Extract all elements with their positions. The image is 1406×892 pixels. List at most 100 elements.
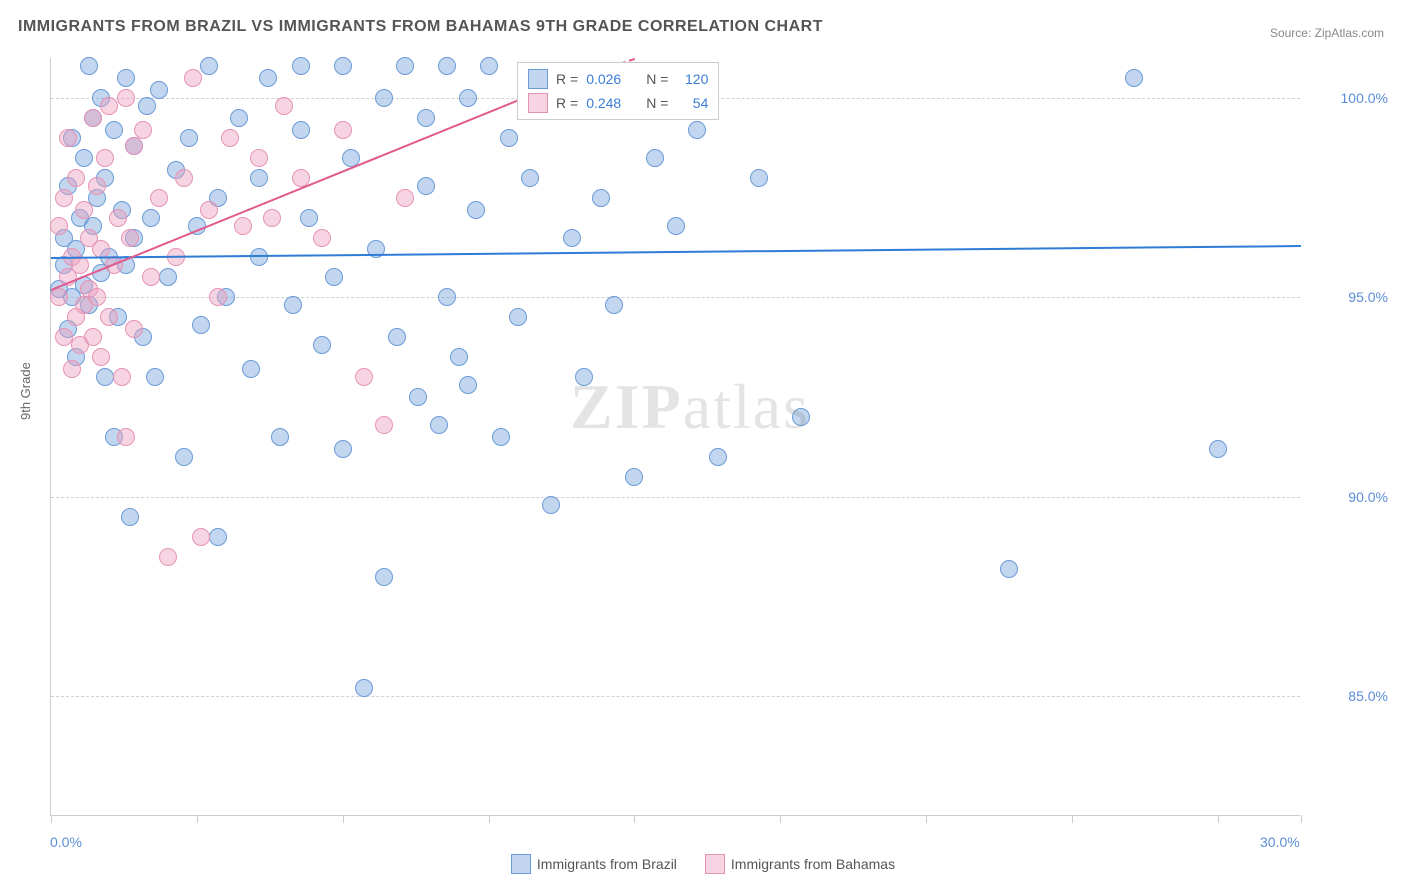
scatter-point-brazil <box>542 496 560 514</box>
scatter-point-bahamas <box>117 89 135 107</box>
scatter-point-brazil <box>146 368 164 386</box>
scatter-point-bahamas <box>192 528 210 546</box>
x-tick <box>634 815 635 823</box>
scatter-point-bahamas <box>134 121 152 139</box>
scatter-point-brazil <box>417 177 435 195</box>
scatter-point-brazil <box>334 57 352 75</box>
scatter-point-bahamas <box>334 121 352 139</box>
scatter-point-brazil <box>292 121 310 139</box>
scatter-point-brazil <box>388 328 406 346</box>
scatter-point-bahamas <box>275 97 293 115</box>
x-tick <box>51 815 52 823</box>
scatter-point-brazil <box>667 217 685 235</box>
scatter-point-brazil <box>200 57 218 75</box>
scatter-point-brazil <box>250 248 268 266</box>
scatter-point-bahamas <box>67 169 85 187</box>
scatter-point-bahamas <box>125 137 143 155</box>
scatter-point-brazil <box>300 209 318 227</box>
scatter-point-bahamas <box>221 129 239 147</box>
scatter-point-bahamas <box>175 169 193 187</box>
scatter-point-brazil <box>159 268 177 286</box>
scatter-point-brazil <box>417 109 435 127</box>
scatter-point-brazil <box>688 121 706 139</box>
y-tick-label: 90.0% <box>1348 489 1388 505</box>
gridline-h <box>51 297 1300 298</box>
gridline-h <box>51 497 1300 498</box>
scatter-point-brazil <box>259 69 277 87</box>
scatter-point-brazil <box>105 121 123 139</box>
scatter-point-bahamas <box>200 201 218 219</box>
scatter-point-brazil <box>492 428 510 446</box>
scatter-point-brazil <box>117 69 135 87</box>
scatter-point-bahamas <box>355 368 373 386</box>
scatter-point-bahamas <box>50 217 68 235</box>
scatter-point-brazil <box>325 268 343 286</box>
scatter-point-brazil <box>175 448 193 466</box>
scatter-point-bahamas <box>150 189 168 207</box>
plot-area: R =0.026N =120R =0.248N =54 <box>50 58 1300 816</box>
legend-r-label: R = <box>556 71 578 87</box>
trendline-brazil <box>51 246 1301 260</box>
scatter-point-bahamas <box>125 320 143 338</box>
scatter-point-brazil <box>1125 69 1143 87</box>
scatter-point-brazil <box>438 57 456 75</box>
scatter-point-bahamas <box>55 328 73 346</box>
scatter-point-bahamas <box>113 368 131 386</box>
scatter-point-bahamas <box>396 189 414 207</box>
y-tick-label: 85.0% <box>1348 688 1388 704</box>
scatter-point-bahamas <box>250 149 268 167</box>
scatter-point-brazil <box>271 428 289 446</box>
scatter-point-brazil <box>230 109 248 127</box>
scatter-point-bahamas <box>159 548 177 566</box>
scatter-point-bahamas <box>100 97 118 115</box>
scatter-point-brazil <box>375 89 393 107</box>
scatter-point-brazil <box>355 679 373 697</box>
legend-n-value: 54 <box>676 95 708 111</box>
scatter-point-brazil <box>1000 560 1018 578</box>
scatter-point-brazil <box>80 57 98 75</box>
scatter-point-bahamas <box>88 177 106 195</box>
x-tick <box>1072 815 1073 823</box>
legend-r-value: 0.248 <box>586 95 638 111</box>
x-tick-label: 30.0% <box>1260 834 1300 850</box>
y-tick-label: 100.0% <box>1341 90 1388 106</box>
scatter-point-brazil <box>138 97 156 115</box>
x-tick <box>926 815 927 823</box>
gridline-h <box>51 696 1300 697</box>
scatter-point-bahamas <box>84 109 102 127</box>
x-tick-label: 0.0% <box>50 834 82 850</box>
scatter-point-brazil <box>242 360 260 378</box>
scatter-point-brazil <box>792 408 810 426</box>
scatter-point-brazil <box>521 169 539 187</box>
scatter-point-brazil <box>500 129 518 147</box>
scatter-point-brazil <box>75 149 93 167</box>
legend-n-label: N = <box>646 95 668 111</box>
trendline-bahamas <box>51 78 573 291</box>
scatter-point-bahamas <box>313 229 331 247</box>
legend-n-label: N = <box>646 71 668 87</box>
x-tick <box>343 815 344 823</box>
scatter-point-bahamas <box>71 256 89 274</box>
scatter-point-bahamas <box>109 209 127 227</box>
scatter-point-brazil <box>438 288 456 306</box>
scatter-point-bahamas <box>84 328 102 346</box>
y-tick-label: 95.0% <box>1348 289 1388 305</box>
scatter-point-bahamas <box>88 288 106 306</box>
scatter-point-bahamas <box>55 189 73 207</box>
scatter-point-brazil <box>96 368 114 386</box>
legend-stats-box: R =0.026N =120R =0.248N =54 <box>517 62 719 120</box>
scatter-point-bahamas <box>184 69 202 87</box>
legend-swatch-bahamas <box>705 854 725 874</box>
legend-n-value: 120 <box>676 71 708 87</box>
scatter-point-brazil <box>142 209 160 227</box>
scatter-point-brazil <box>467 201 485 219</box>
legend-stats-row: R =0.248N =54 <box>528 91 708 115</box>
scatter-point-brazil <box>459 89 477 107</box>
scatter-point-brazil <box>334 440 352 458</box>
scatter-point-brazil <box>292 57 310 75</box>
scatter-point-bahamas <box>234 217 252 235</box>
x-tick <box>197 815 198 823</box>
scatter-point-bahamas <box>50 288 68 306</box>
legend-stats-row: R =0.026N =120 <box>528 67 708 91</box>
legend-swatch-bahamas <box>528 93 548 113</box>
